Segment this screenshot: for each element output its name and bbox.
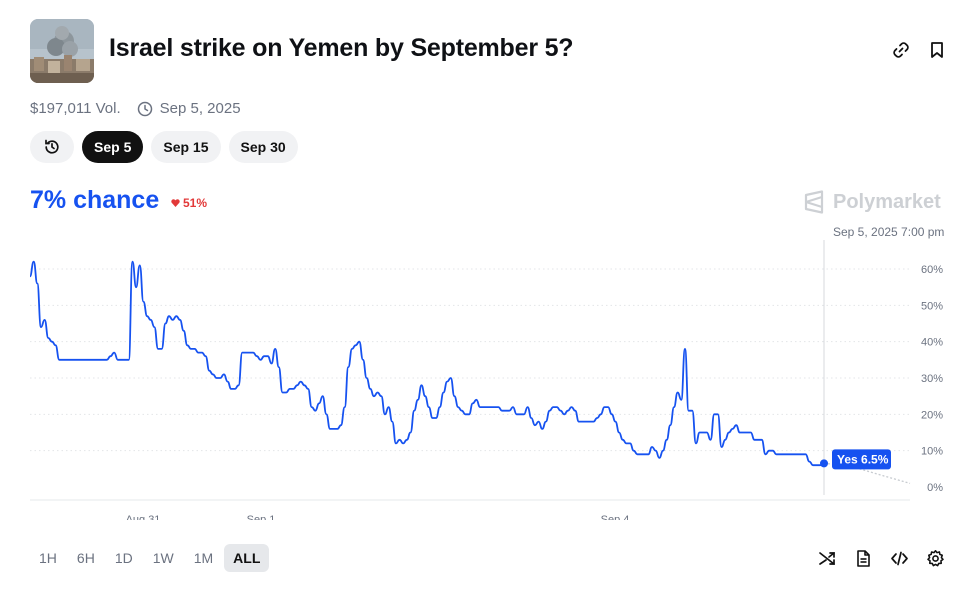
gear-icon[interactable]	[926, 549, 945, 568]
bookmark-icon[interactable]	[927, 40, 947, 60]
tab-sep-5[interactable]: Sep 5	[82, 131, 144, 163]
range-1h[interactable]: 1H	[39, 550, 57, 566]
link-icon[interactable]	[891, 40, 911, 60]
current-value-badge: Yes 6.5%	[832, 449, 891, 470]
market-title: Israel strike on Yemen by September 5?	[109, 34, 574, 62]
brand-watermark: Polymarket	[803, 190, 941, 214]
volume-text: $197,011 Vol.	[30, 100, 121, 117]
y-tick-label: 0%	[927, 482, 943, 494]
market-meta: $197,011 Vol. Sep 5, 2025	[30, 100, 241, 117]
code-icon[interactable]	[890, 549, 909, 568]
smoke-plume-photo-icon	[30, 19, 94, 83]
end-date-text: Sep 5, 2025	[159, 100, 241, 117]
brand-name: Polymarket	[833, 190, 941, 213]
range-1m[interactable]: 1M	[193, 550, 214, 566]
hover-timestamp: Sep 5, 2025 7:00 pm	[833, 225, 944, 239]
heart-down-icon	[171, 199, 180, 207]
range-1d[interactable]: 1D	[114, 550, 133, 566]
y-tick-label: 20%	[921, 409, 943, 421]
y-tick-label: 10%	[921, 446, 943, 458]
market-thumbnail	[30, 19, 94, 83]
range-6h[interactable]: 6H	[76, 550, 95, 566]
y-tick-label: 40%	[921, 337, 943, 349]
change-value: 51%	[183, 196, 208, 210]
document-icon[interactable]	[854, 549, 873, 568]
x-tick-label: Sep 4	[601, 514, 630, 520]
series-line-yes	[29, 260, 825, 467]
history-button[interactable]	[30, 131, 74, 163]
shuffle-icon[interactable]	[818, 549, 837, 568]
current-value-label: Yes 6.5%	[837, 452, 889, 466]
x-tick-label: Sep 1	[247, 514, 276, 520]
clock-icon	[137, 101, 153, 117]
chance-value: 7% chance	[30, 186, 160, 214]
current-point	[820, 459, 828, 468]
change-badge: 51%	[171, 196, 207, 210]
range-tabs: 1H 6H 1D 1W 1M ALL	[30, 544, 270, 572]
y-tick-label: 30%	[921, 373, 943, 385]
chart-tools	[818, 549, 945, 568]
tab-sep-15[interactable]: Sep 15	[151, 131, 221, 163]
date-tabs: Sep 5 Sep 15 Sep 30	[30, 131, 298, 163]
y-tick-label: 50%	[921, 300, 943, 312]
history-icon	[45, 139, 59, 154]
range-1w[interactable]: 1W	[152, 550, 174, 566]
x-tick-label: Aug 31	[126, 514, 161, 520]
tab-sep-30[interactable]: Sep 30	[228, 131, 298, 163]
polymarket-logo-icon	[804, 190, 824, 214]
y-tick-label: 60%	[921, 264, 943, 276]
probability-chart: 0% 10% 20% 30% 40% 50% 60% Aug 31 Sep 1 Sep 4 Se…	[29, 225, 944, 520]
range-all[interactable]: ALL	[224, 544, 270, 572]
